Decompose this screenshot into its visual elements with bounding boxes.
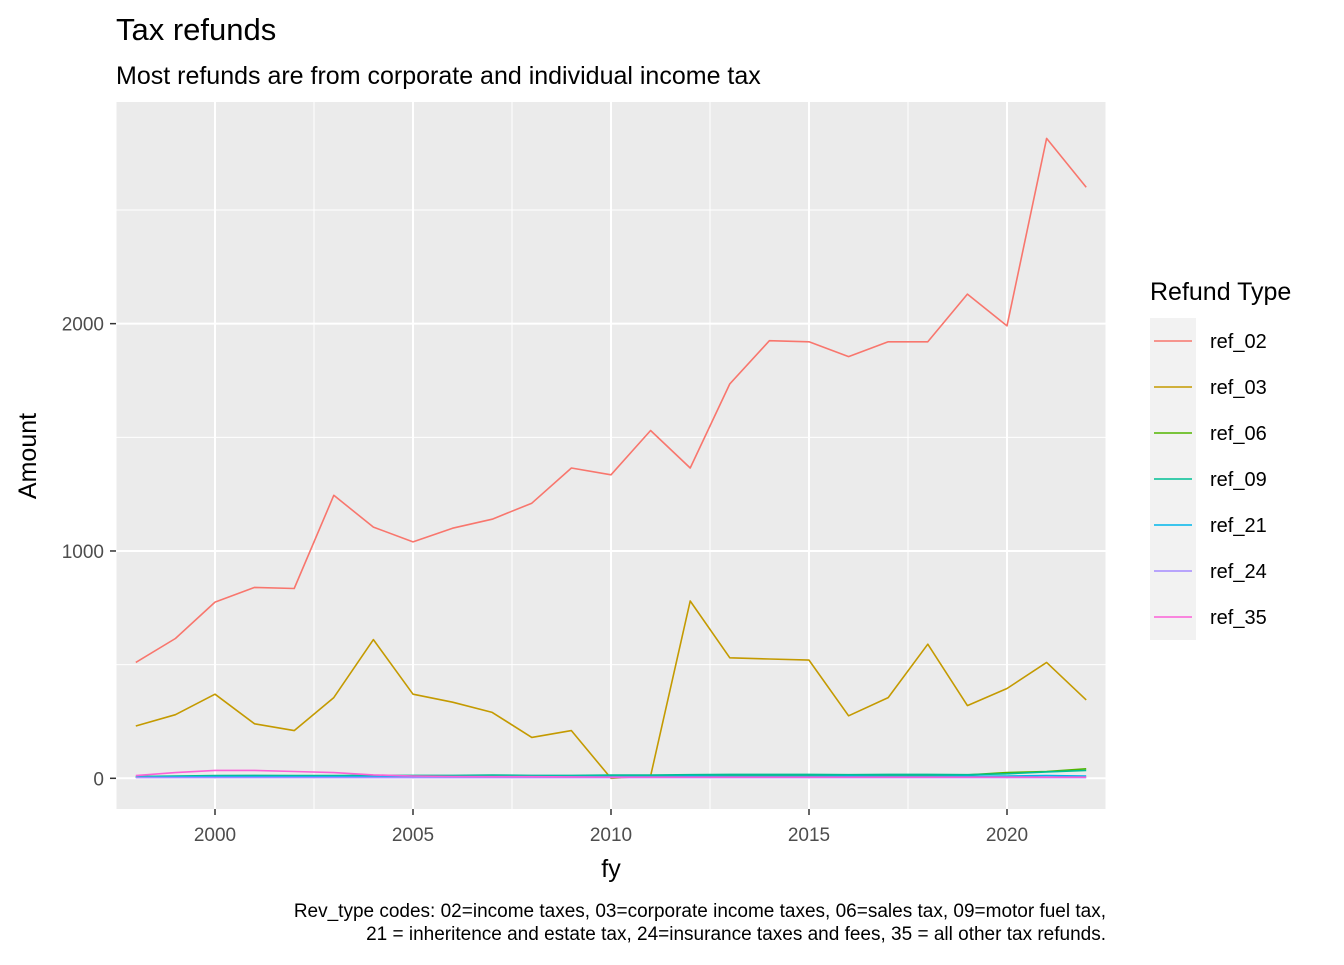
series-line-ref-35: [135, 769, 1087, 779]
chart-title: Tax refunds: [116, 12, 276, 47]
legend-label-ref-02: ref_02: [1210, 331, 1267, 353]
legend-items: ref_02 ref_03 ref_06 ref_09 ref_21 ref_24 ref_…: [1154, 331, 1267, 629]
legend: Refund Type ref_02ref_03ref_06ref_09ref_…: [1150, 278, 1291, 640]
y-tick-label: 0: [93, 769, 104, 790]
y-axis-label: Amount: [14, 413, 42, 499]
series-lines: [135, 137, 1087, 780]
caption-line-2: 21 = inheritence and estate tax, 24=insu…: [366, 924, 1106, 945]
series-line-ref-02: [135, 137, 1087, 664]
caption-line-1: Rev_type codes: 02=income taxes, 03=corp…: [294, 901, 1106, 922]
legend-label-ref-09: ref_09: [1210, 469, 1267, 491]
chart-subtitle: Most refunds are from corporate and indi…: [116, 62, 761, 90]
legend-label-ref-03: ref_03: [1210, 377, 1267, 399]
y-tick-label: 1000: [62, 542, 104, 563]
legend-label-ref-35: ref_35: [1210, 607, 1267, 629]
y-tick-label: 2000: [62, 315, 104, 336]
x-tick-label: 2005: [392, 825, 434, 846]
legend-label-ref-06: ref_06: [1210, 423, 1267, 445]
x-tick-label: 2020: [986, 825, 1028, 846]
x-tick-label: 2000: [194, 825, 236, 846]
series-line-ref-09: [135, 769, 1087, 778]
y-axis: 0 1000 2000: [62, 315, 116, 790]
x-axis: 2000 2005 2010 2015 2020: [194, 809, 1028, 846]
x-axis-label: fy: [601, 855, 621, 883]
x-tick-label: 2010: [590, 825, 632, 846]
legend-label-ref-21: ref_21: [1210, 515, 1267, 537]
legend-label-ref-24: ref_24: [1210, 561, 1267, 583]
legend-title: Refund Type: [1150, 278, 1291, 306]
x-tick-label: 2015: [788, 825, 830, 846]
